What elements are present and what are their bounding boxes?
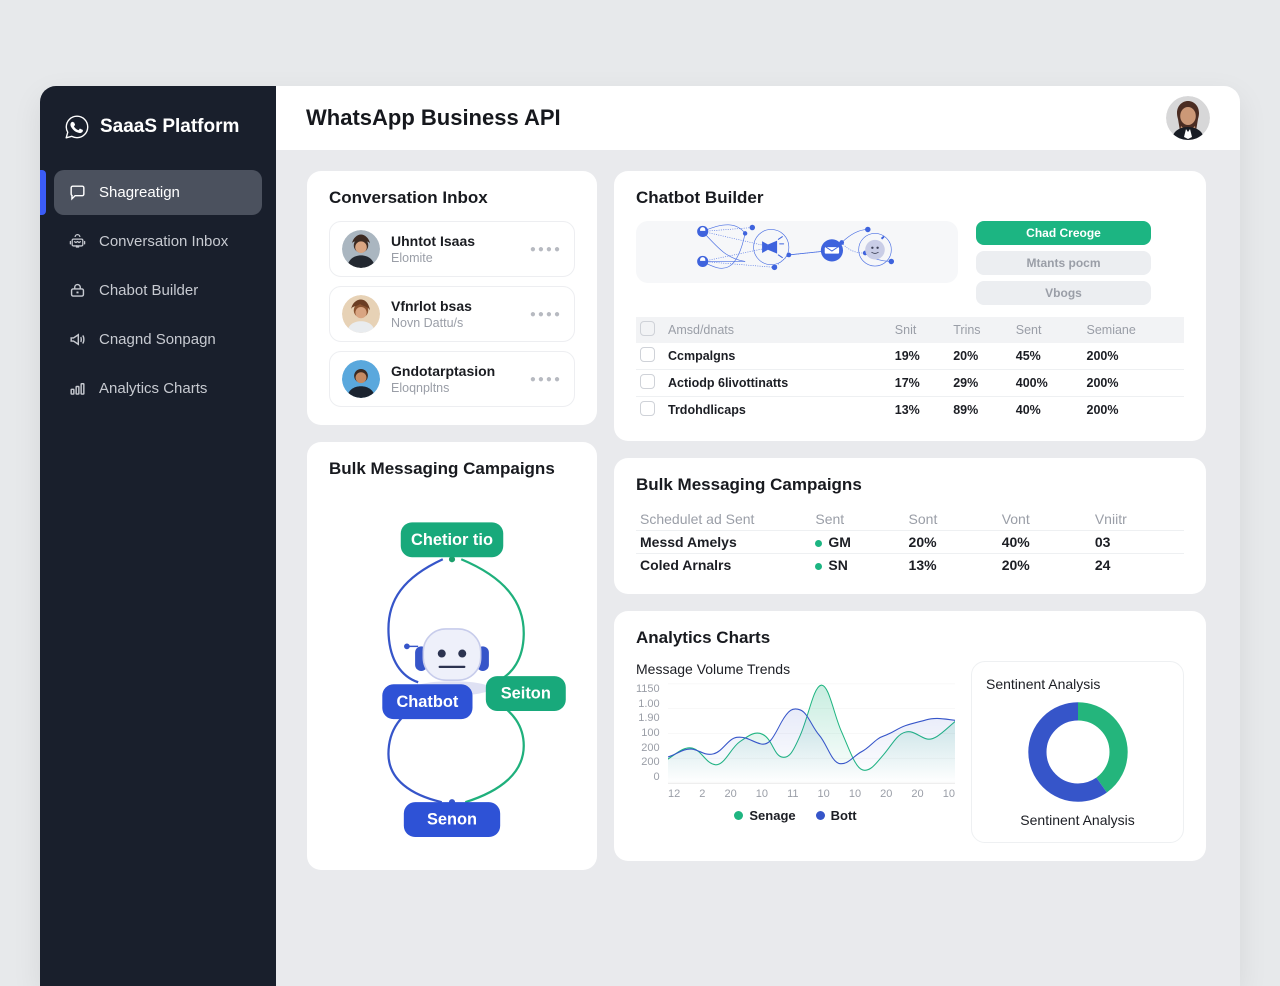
svg-text:Chetior tio: Chetior tio <box>411 531 493 549</box>
svg-text:Seiton: Seiton <box>501 685 551 703</box>
svg-text:Senon: Senon <box>427 811 477 829</box>
svg-text:Chatbot: Chatbot <box>396 693 458 711</box>
